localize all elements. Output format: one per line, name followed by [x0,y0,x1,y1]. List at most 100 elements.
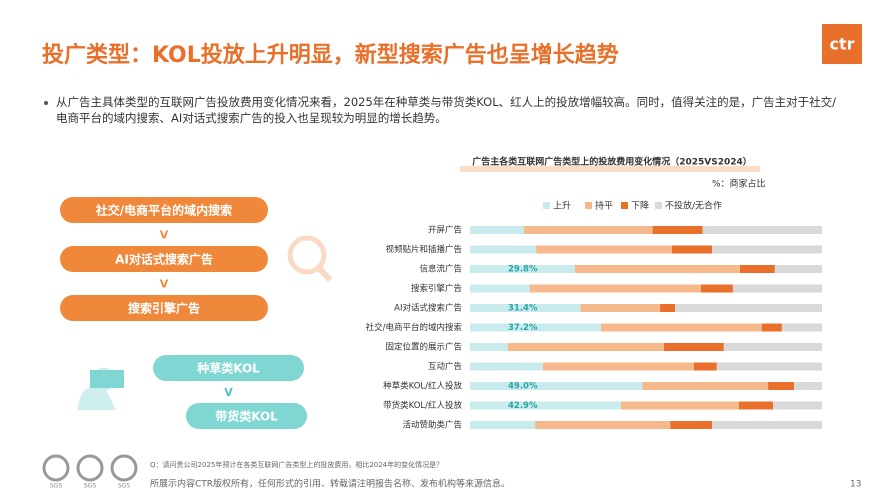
title: 投广类型：KOL投放上升明显，新型搜索广告也呈增长趋势 [42,42,619,68]
bar-segment [470,401,622,410]
bar-segment [738,401,774,410]
bar-segment [781,323,822,332]
category-label: 搜索引擎广告 [411,283,462,294]
pill-label: AI对话式搜索广告 [115,252,213,267]
legend-label: 上升 [553,201,571,212]
chart: 广告主各类互联网广告类型上的投放费用变化情况（2025VS2024） %：商家占比… [366,156,822,431]
bar-segment [470,343,509,351]
pill [60,246,268,272]
category-label: 信息流广告 [419,264,462,275]
bar-segment [768,382,795,390]
pill [153,355,304,381]
arrow-v: V [160,229,169,242]
bar-segment [712,421,822,429]
bar-segment [621,401,739,410]
logo-box [822,24,862,64]
pill-label: 搜索引擎广告 [128,301,200,316]
bar-segment [600,323,762,332]
bullet-dot [44,101,48,105]
bar-segment [470,245,537,254]
bar-segment [761,323,782,332]
title-underline [460,166,760,172]
legend-swatch [543,202,550,209]
pill-label: 社交/电商平台的域内搜索 [95,203,232,218]
value-label: 37.2% [508,323,538,333]
bar-segment [574,265,740,273]
category-label: 互动广告 [428,361,462,372]
legend-swatch [621,202,628,209]
bar-segment [470,304,581,312]
pill-label: 带货类KOL [215,409,278,424]
badge-label: SGS [84,483,96,490]
category-label: 视频贴片和插播广告 [385,244,462,255]
badge [76,454,104,482]
bar-segment [470,362,543,371]
bar-segment [529,284,701,293]
bar-segment [675,304,822,312]
bar-segment [672,245,713,254]
pill [60,295,268,321]
bar-segment [470,265,575,273]
legend-label: 不投放/无合作 [665,200,722,212]
bar-segment [508,343,664,351]
bar-segment [702,226,822,234]
bar-segment [693,362,717,371]
bar-segment [670,421,713,429]
legend-swatch [655,202,662,209]
value-label: 31.4% [508,304,538,314]
page-number: 13 [850,480,861,490]
legend-label: 下降 [631,200,649,212]
category-label: 开屏广告 [428,225,462,236]
bar-segment [470,421,536,429]
bar-segment [470,382,643,390]
pill [186,403,307,429]
magnifier-handle [316,265,333,283]
arrow-v: V [160,278,169,291]
bar-segment [535,421,671,429]
bar-segment [773,401,822,410]
value-label: 42.9% [508,401,538,411]
category-label: 活动赞助类广告 [402,420,462,431]
magnifier [287,235,327,275]
logo: ctr [829,35,854,54]
pill [60,197,268,223]
bar-segment [523,226,653,234]
chart-note: %：商家占比 [712,178,766,190]
badge [110,454,138,482]
bullet-text: 从广告主具体类型的互联网广告投放费用变化情况来看，2025年在种草类与带货类KO… [56,95,837,125]
pill-label: 种草类KOL [196,361,260,376]
bar-segment [700,284,733,293]
bar-segment [723,343,822,351]
category-label: 种草类KOL/红人投放 [383,381,462,392]
category-label: AI对话式搜索广告 [394,303,462,314]
badge [42,454,70,482]
category-label: 社交/电商平台的域内搜索 [366,322,462,333]
question: Q：请问贵公司2025年预计在各类互联网广告类型上的投放费用，相比2024年的变… [150,460,443,469]
legend-label: 持平 [595,200,613,212]
bar-segment [774,265,822,273]
speech-icon [90,370,124,388]
category-label: 带货类KOL/红人投放 [383,400,462,411]
chart-title: 广告主各类互联网广告类型上的投放费用变化情况（2025VS2024） [472,156,752,168]
value-label: 49.0% [508,382,538,392]
category-label: 固定位置的展示广告 [385,342,462,353]
bar-segment [712,245,822,254]
arrow-v: V [224,386,233,399]
value-label: 29.8% [508,265,538,275]
bar-segment [794,382,822,390]
bar-segment [660,304,676,312]
legend-swatch [585,202,592,209]
bar-segment [470,323,601,332]
bar-segment [470,284,530,293]
badge-label: SGS [118,483,130,490]
bar-segment [470,226,524,234]
bar-segment [663,343,724,351]
copyright: 所展示内容CTR版权所有，任何形式的引用、转载请注明报告名称、发布机构等来源信息… [150,478,510,490]
bar-segment [652,226,703,234]
bar-segment [732,284,822,293]
bar-segment [716,362,822,371]
bar-segment [536,245,673,254]
bar-segment [642,382,769,390]
